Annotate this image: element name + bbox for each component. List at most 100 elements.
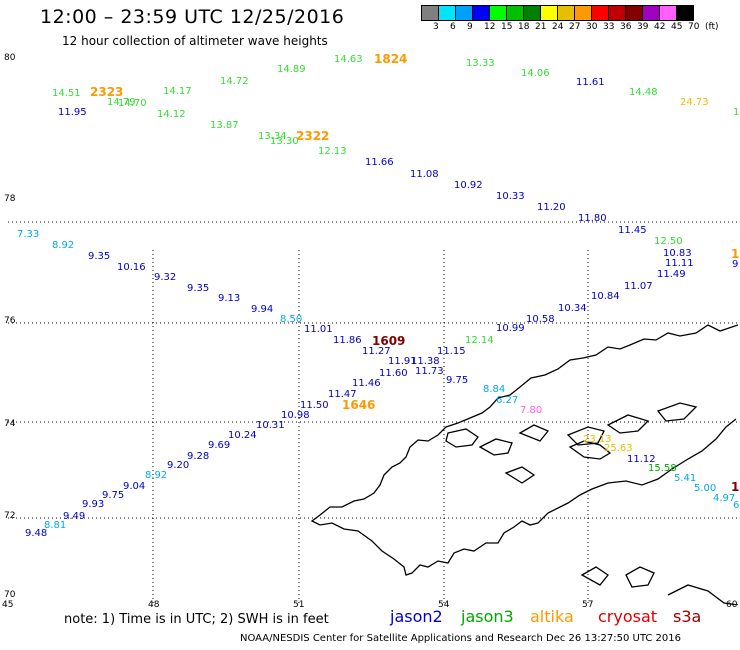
wave-height-label: 14.79: [107, 97, 136, 108]
page-title: 12:00 – 23:59 UTC 12/25/2016: [40, 6, 345, 28]
wave-height-label: 11.12: [627, 454, 656, 465]
scale-swatch: [506, 5, 524, 21]
wave-height-label: 7.33: [17, 229, 40, 240]
wave-height-label: 5.00: [694, 483, 717, 494]
wave-height-label: 11.20: [537, 202, 566, 213]
wave-height-label: 8.84: [483, 384, 506, 395]
wave-height-label: 4.97: [713, 493, 736, 504]
map: [8, 55, 738, 605]
pass-time-label: 1: [731, 247, 740, 261]
wave-height-label: 9.94: [251, 304, 274, 315]
wave-height-label: 14.63: [334, 54, 363, 65]
pass-time-label: 2322: [296, 129, 330, 143]
scale-label: 6: [450, 22, 456, 32]
scale-swatch: [438, 5, 456, 21]
wave-height-label: 11.46: [352, 378, 381, 389]
wave-height-label: 14.72: [220, 76, 249, 87]
wave-height-label: 10.34: [558, 303, 587, 314]
scale-swatch: [540, 5, 558, 21]
longitude-tick: 57: [582, 600, 594, 610]
scale-swatch: [455, 5, 473, 21]
legend-altika: altika: [530, 607, 574, 626]
longitude-tick: 51: [293, 600, 305, 610]
wave-height-label: 7.80: [520, 405, 543, 416]
scale-label: 24: [552, 22, 564, 32]
wave-height-label: 25.63: [604, 443, 633, 454]
scale-swatch: [676, 5, 694, 21]
wave-height-label: 11.95: [58, 107, 87, 118]
longitude-tick: 60: [726, 600, 738, 610]
wave-height-label: 24.73: [680, 97, 709, 108]
scale-swatch: [557, 5, 575, 21]
wave-height-label: 9.04: [123, 481, 146, 492]
wave-height-label: 11.15: [437, 346, 466, 357]
pass-time-label: 2323: [90, 85, 124, 99]
wave-height-label: 11.86: [333, 335, 362, 346]
latitude-tick: 74: [4, 419, 16, 429]
wave-height-label: 8.92: [145, 470, 168, 481]
longitude-tick: 48: [148, 600, 160, 610]
wave-height-label: 11.80: [578, 213, 607, 224]
scale-label: 39: [637, 22, 649, 32]
footer-credit: NOAA/NESDIS Center for Satellite Applica…: [240, 633, 682, 644]
wave-height-label: 15.58: [648, 463, 677, 474]
wave-height-label: 9.13: [218, 293, 241, 304]
scale-label: 42: [654, 22, 666, 32]
longitude-tick: 45: [2, 600, 14, 610]
wave-height-label: 6: [733, 500, 740, 511]
scale-label: (ft): [705, 22, 719, 32]
scale-swatch: [489, 5, 507, 21]
wave-height-label: 11.27: [362, 346, 391, 357]
scale-label: 36: [620, 22, 632, 32]
wave-height-label: 13.34: [258, 131, 287, 142]
scale-label: 15: [501, 22, 513, 32]
wave-height-label: 9.75: [102, 490, 125, 501]
coastline: [310, 324, 738, 605]
wave-height-label: 14.70: [118, 98, 147, 109]
wave-height-label: 11.66: [365, 157, 394, 168]
pass-time-label: 1609: [372, 334, 406, 348]
wave-height-label: 13.30: [270, 136, 299, 147]
scale-label: 3: [433, 22, 439, 32]
scale-label: 18: [518, 22, 530, 32]
longitude-tick: 54: [438, 600, 450, 610]
scale-swatch: [574, 5, 592, 21]
scale-swatch: [642, 5, 660, 21]
wave-height-label: 14.06: [521, 68, 550, 79]
wave-height-label: 9.20: [167, 460, 190, 471]
scale-label: 33: [603, 22, 615, 32]
wave-height-label: 11.61: [576, 77, 605, 88]
note: note: 1) Time is in UTC; 2) SWH is in fe…: [64, 612, 329, 627]
wave-height-label: 11.50: [300, 400, 329, 411]
wave-height-label: 10.24: [228, 430, 257, 441]
wave-height-label: 14.12: [157, 109, 186, 120]
scale-swatch: [523, 5, 541, 21]
scale-swatch: [608, 5, 626, 21]
wave-height-label: 8.92: [52, 240, 75, 251]
wave-height-label: 9: [732, 259, 739, 270]
latitude-tick: 76: [4, 316, 16, 326]
wave-height-label: 12.14: [465, 335, 494, 346]
wave-height-label: 14.17: [163, 86, 192, 97]
pass-time-label: 1: [731, 480, 740, 494]
scale-label: 21: [535, 22, 547, 32]
wave-height-label: 9.75: [446, 375, 469, 386]
wave-height-label: 13.87: [210, 120, 239, 131]
wave-height-label: 8.81: [44, 520, 67, 531]
scale-swatch: [421, 5, 439, 21]
legend-s3a: s3a: [673, 607, 702, 626]
wave-height-label: 12.13: [318, 146, 347, 157]
wave-height-label: 14.48: [629, 87, 658, 98]
latitude-tick: 72: [4, 511, 16, 521]
graticule: [8, 221, 738, 605]
wave-height-label: 9.49: [63, 511, 86, 522]
wave-height-label: 11.73: [415, 366, 444, 377]
wave-height-label: 10.99: [496, 323, 525, 334]
legend-jason2: jason2: [390, 607, 443, 626]
wave-height-label: 12.50: [654, 236, 683, 247]
wave-height-label: 10.31: [256, 420, 285, 431]
latitude-tick: 70: [4, 590, 16, 600]
wave-height-label: 11.60: [379, 368, 408, 379]
wave-height-label: 9.48: [25, 528, 48, 539]
wave-height-label: 9.35: [187, 283, 210, 294]
